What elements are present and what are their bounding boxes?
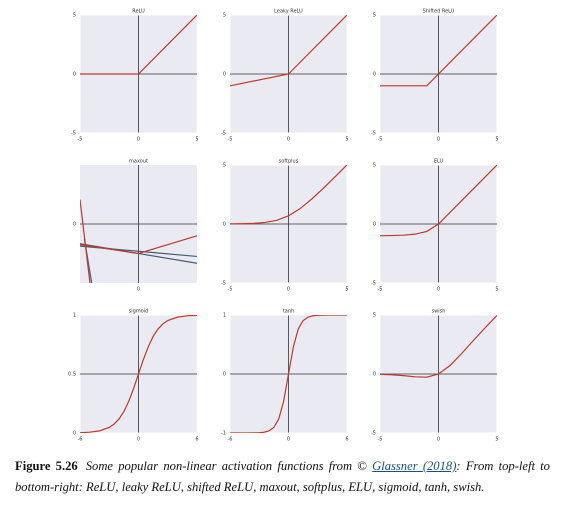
caption: Figure 5.26 Some popular non-linear activ… [15,456,550,498]
figure: ReLU -5 0 5 -5 0 5 Leaky ReLU -5 0 5 -5 0 5 Shifted Re… [68,9,499,443]
curve [80,15,197,75]
y-tick-label: 0 [373,72,376,78]
y-tick-label: 5 [373,313,376,319]
x-tick-label: 6 [195,437,198,443]
y-tick-label: -1 [221,431,226,437]
curve [230,315,347,433]
x-tick-label: 0 [137,437,140,443]
y-tick-label: 0 [223,72,226,78]
y-tick-label: 5 [373,163,376,169]
caption-text: Some popular non-linear activation funct… [85,459,373,473]
y-tick-label: -5 [221,131,226,137]
curve [230,15,347,87]
chart-title: ReLU [132,9,145,15]
chart-title: softplus [279,159,299,165]
chart-title: swish [432,309,446,315]
y-tick-label: 0 [73,431,76,437]
x-tick-label: 0 [437,287,440,293]
x-tick-label: -6 [228,437,233,443]
chart-title: Leaky ReLU [274,9,303,15]
y-tick-label: -5 [371,281,376,287]
x-tick-label: 0 [437,137,440,143]
curve [80,235,197,255]
x-tick-label: -5 [378,287,383,293]
x-tick-label: 5 [345,137,348,143]
chart-title: maxout [129,159,148,165]
chart-title: tanh [283,309,294,315]
x-tick-label: 0 [137,137,140,143]
x-tick-label: 5 [195,137,198,143]
x-tick-label: -5 [378,137,383,143]
x-tick-label: -5 [378,437,383,443]
y-tick-label: 5 [223,163,226,169]
x-tick-label: 0 [287,137,290,143]
y-tick-label: 5 [373,13,376,19]
y-tick-label: 1 [223,313,226,319]
x-tick-label: -5 [228,287,233,293]
curve [380,165,497,237]
x-tick-label: 0 [437,437,440,443]
y-tick-label: 0.5 [68,372,76,378]
citation-link[interactable]: Glassner (2018) [372,459,457,473]
y-tick-label: -5 [221,281,226,287]
x-tick-label: 0 [137,287,140,293]
chart-title: ELU [434,159,444,165]
caption-label: Figure 5.26 [15,459,78,473]
y-tick-label: -5 [371,431,376,437]
y-tick-label: 1 [73,313,76,319]
curve [380,315,497,378]
x-tick-label: 5 [495,437,498,443]
y-tick-label: -5 [371,131,376,137]
chart-title: Shifted ReLU [423,9,455,15]
x-tick-label: -5 [228,137,233,143]
x-tick-label: -6 [78,437,83,443]
curve [80,315,197,433]
y-tick-label: 0 [73,72,76,78]
y-tick-label: -5 [71,131,76,137]
y-tick-label: 5 [223,13,226,19]
chart-title: sigmoid [129,309,149,315]
curve [230,165,347,225]
x-tick-label: 0 [287,287,290,293]
caption-text: : From top-left to bottom-right: ReLU, l… [15,459,550,494]
x-tick-label: 6 [345,437,348,443]
x-tick-label: 5 [345,287,348,293]
curve [80,199,91,283]
curve [380,15,497,87]
y-tick-label: 0 [223,222,226,228]
x-tick-label: 5 [495,287,498,293]
x-tick-label: 5 [495,137,498,143]
y-tick-label: 0 [373,372,376,378]
y-tick-label: 0 [73,222,76,228]
x-tick-label: -5 [78,137,83,143]
x-tick-label: 0 [287,437,290,443]
y-tick-label: 5 [73,13,76,19]
y-tick-label: 0 [223,372,226,378]
y-tick-label: 0 [373,222,376,228]
